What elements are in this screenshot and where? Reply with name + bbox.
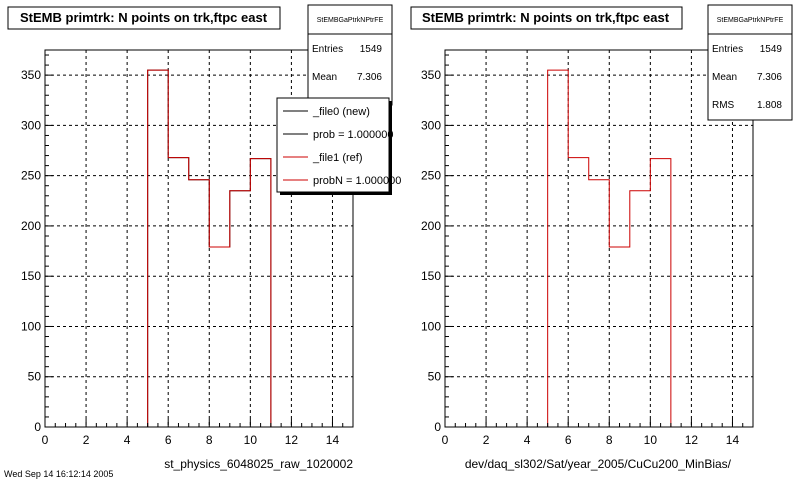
y-tick-label: 250 <box>21 169 41 183</box>
x-tick-label: 0 <box>442 433 449 447</box>
y-tick-label: 300 <box>421 118 441 132</box>
right-stats-box: StEMBGaPtrkNPtrFE Entries 1549 Mean 7.30… <box>707 4 793 121</box>
left-title: StEMB primtrk: N points on trk,ftpc east <box>20 10 268 25</box>
right-grid <box>445 50 753 427</box>
right-stats-entries-label: Entries <box>712 44 743 55</box>
x-tick-label: 0 <box>42 433 49 447</box>
x-tick-label: 6 <box>565 433 572 447</box>
y-tick-label: 200 <box>421 219 441 233</box>
right-plot-frame <box>444 49 754 428</box>
left-stats-entries-label: Entries <box>312 44 343 55</box>
left-legend: _file0 (new) prob = 1.000000 _file1 (ref… <box>276 97 401 195</box>
legend-entry: probN = 1.000000 <box>283 175 401 187</box>
right-stats-rms-label: RMS <box>712 100 735 111</box>
y-tick-label: 250 <box>421 169 441 183</box>
legend-entry-label: _file1 (ref) <box>312 152 363 164</box>
legend-entry-label: _file0 (new) <box>312 106 370 118</box>
histogram-series-line <box>445 69 753 428</box>
right-stats-rms-value: 1.808 <box>757 100 782 111</box>
x-tick-label: 10 <box>244 433 258 447</box>
y-tick-label: 50 <box>428 370 442 384</box>
legend-entry-label: prob = 1.000000 <box>313 129 393 141</box>
left-stats-entries-value: 1549 <box>360 44 383 55</box>
right-stats-name: StEMBGaPtrkNPtrFE <box>717 17 784 24</box>
right-stats-mean-label: Mean <box>712 72 737 83</box>
x-tick-label: 8 <box>206 433 213 447</box>
y-tick-label: 350 <box>21 68 41 82</box>
x-tick-label: 6 <box>165 433 172 447</box>
legend-entry: _file1 (ref) <box>283 152 363 164</box>
x-tick-label: 2 <box>83 433 90 447</box>
x-tick-label: 8 <box>606 433 613 447</box>
left-stats-name: StEMBGaPtrkNPtrFE <box>317 17 384 24</box>
y-tick-label: 100 <box>21 319 41 333</box>
right-x-axis-label: dev/daq_sl302/Sat/year_2005/CuCu200_MinB… <box>465 457 732 471</box>
right-ticks: 0 2 4 6 8 10 12 14 0 50 100 150 200 250 300 350 <box>421 54 754 447</box>
left-stats-box: StEMBGaPtrkNPtrFE Entries 1549 Mean 7.30… <box>307 4 393 106</box>
x-tick-label: 2 <box>483 433 490 447</box>
left-pad: StEMB primtrk: N points on trk,ftpc east… <box>7 4 401 471</box>
x-tick-label: 12 <box>285 433 299 447</box>
legend-entry: _file0 (new) <box>283 106 370 118</box>
right-title: StEMB primtrk: N points on trk,ftpc east <box>422 10 670 25</box>
y-tick-label: 150 <box>21 269 41 283</box>
right-frame-group: 0 2 4 6 8 10 12 14 0 50 100 150 200 250 300 350 <box>421 49 754 447</box>
left-stats-mean-value: 7.306 <box>357 72 382 83</box>
y-tick-label: 300 <box>21 118 41 132</box>
legend-entry-label: probN = 1.000000 <box>313 175 401 187</box>
x-tick-label: 14 <box>726 433 740 447</box>
x-tick-label: 14 <box>326 433 340 447</box>
y-tick-label: 350 <box>421 68 441 82</box>
left-title-box: StEMB primtrk: N points on trk,ftpc east <box>7 6 281 30</box>
y-tick-label: 150 <box>421 269 441 283</box>
right-stats-mean-value: 7.306 <box>757 72 782 83</box>
right-pad: StEMB primtrk: N points on trk,ftpc east… <box>410 4 793 471</box>
y-tick-label: 50 <box>28 370 42 384</box>
y-tick-label: 0 <box>434 420 441 434</box>
y-tick-label: 200 <box>21 219 41 233</box>
legend-entry: prob = 1.000000 <box>283 129 393 141</box>
left-ticks: 0 2 4 6 8 10 12 14 0 50 100 150 200 250 300 350 <box>21 54 354 447</box>
x-tick-label: 12 <box>685 433 699 447</box>
y-tick-label: 0 <box>34 420 41 434</box>
right-title-box: StEMB primtrk: N points on trk,ftpc east <box>410 6 683 30</box>
left-x-axis-label: st_physics_6048025_raw_1020002 <box>164 457 353 471</box>
left-stats-mean-label: Mean <box>312 72 337 83</box>
right-histograms <box>445 69 753 428</box>
left-frame-group: 0 2 4 6 8 10 12 14 0 50 100 150 200 250 300 350 <box>21 49 354 447</box>
x-tick-label: 4 <box>124 433 131 447</box>
x-tick-label: 4 <box>524 433 531 447</box>
right-stats-entries-value: 1549 <box>760 44 783 55</box>
y-tick-label: 100 <box>421 319 441 333</box>
x-tick-label: 10 <box>644 433 658 447</box>
footer-timestamp: Wed Sep 14 16:12:14 2005 <box>4 469 113 479</box>
